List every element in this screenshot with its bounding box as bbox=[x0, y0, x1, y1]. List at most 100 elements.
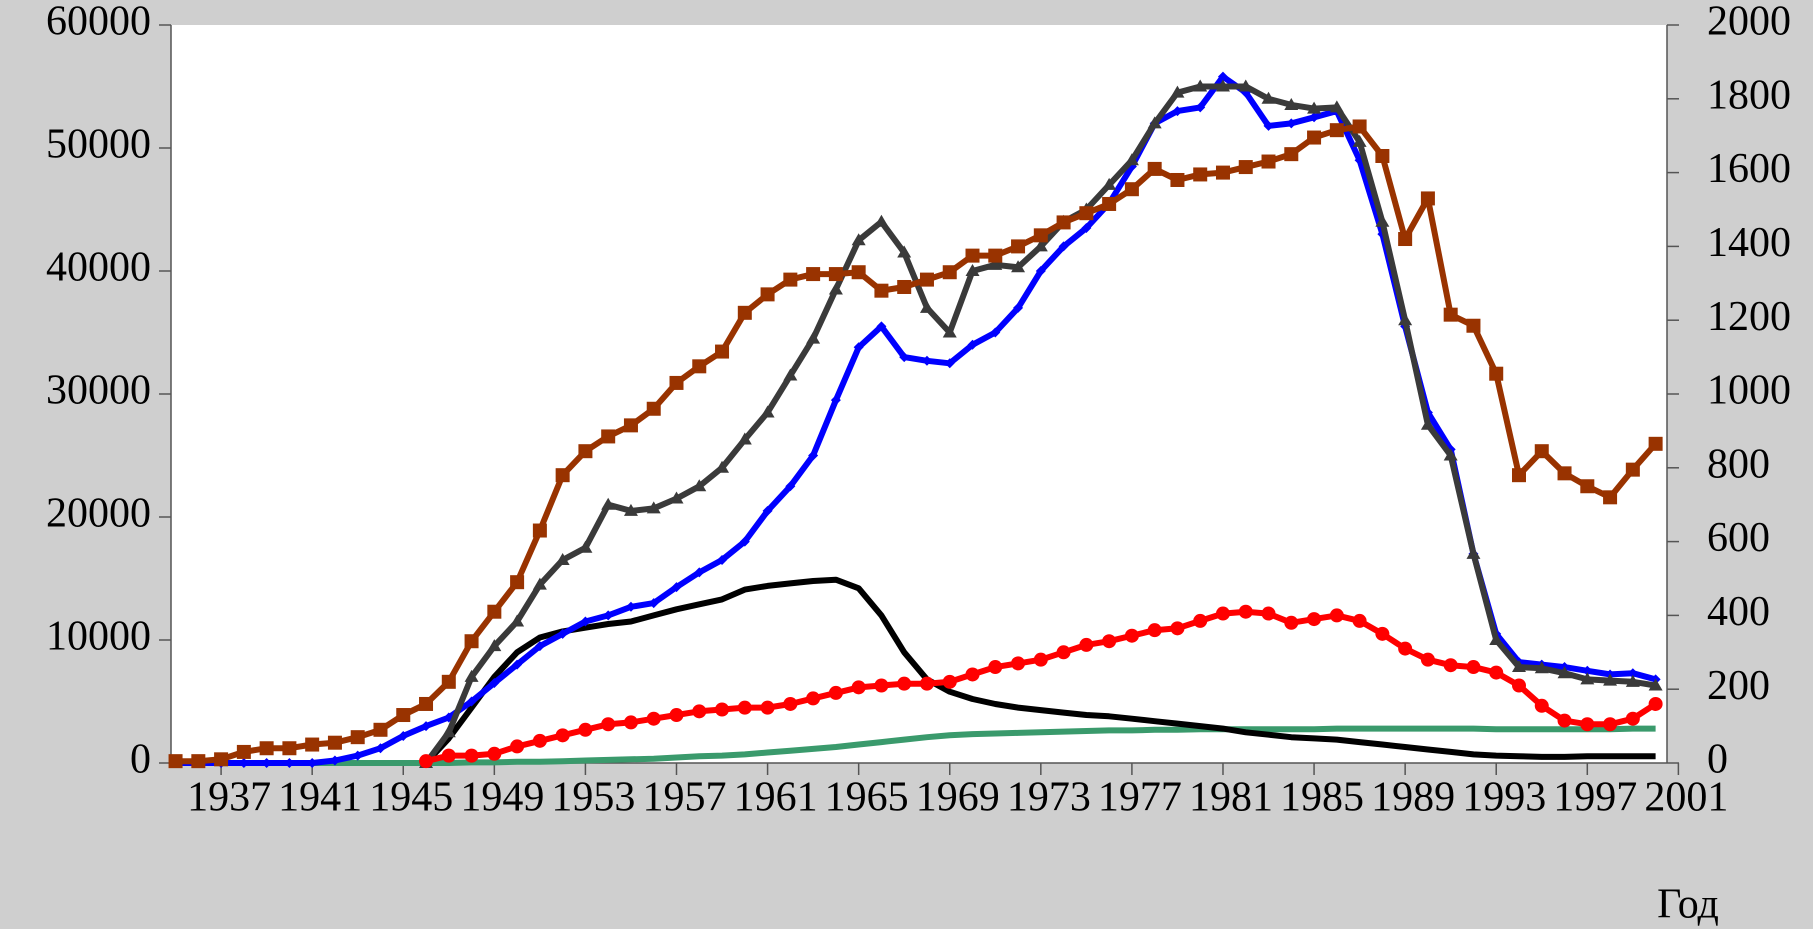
marker bbox=[669, 708, 684, 723]
marker bbox=[646, 711, 661, 726]
marker bbox=[1124, 182, 1139, 197]
marker bbox=[1195, 102, 1206, 113]
x-tick-label: 1941 bbox=[278, 775, 362, 821]
marker bbox=[919, 676, 934, 691]
marker bbox=[1286, 118, 1297, 129]
marker bbox=[1648, 696, 1663, 711]
y2-tick-label: 1400 bbox=[1707, 220, 1791, 266]
marker bbox=[1557, 466, 1572, 481]
marker bbox=[1263, 120, 1274, 131]
marker bbox=[874, 283, 889, 298]
marker bbox=[785, 481, 796, 492]
marker bbox=[921, 355, 932, 366]
marker bbox=[350, 730, 365, 745]
marker bbox=[737, 700, 752, 715]
marker bbox=[942, 265, 957, 280]
marker bbox=[623, 418, 638, 433]
marker bbox=[352, 750, 363, 761]
marker bbox=[874, 214, 889, 227]
y-tick-label: 10000 bbox=[46, 614, 151, 660]
marker bbox=[692, 704, 707, 719]
marker bbox=[1489, 366, 1504, 381]
marker bbox=[1352, 613, 1367, 628]
y2-tick-label: 400 bbox=[1707, 589, 1770, 635]
marker bbox=[487, 639, 502, 652]
marker bbox=[398, 730, 409, 741]
y2-tick-label: 1000 bbox=[1707, 368, 1791, 414]
marker bbox=[466, 696, 477, 707]
marker bbox=[1170, 85, 1185, 98]
marker bbox=[623, 715, 638, 730]
marker bbox=[1284, 615, 1299, 630]
marker bbox=[646, 501, 661, 514]
y2-tick-label: 1600 bbox=[1707, 146, 1791, 192]
x-tick-label: 1997 bbox=[1553, 775, 1637, 821]
marker bbox=[965, 264, 980, 276]
marker bbox=[1307, 130, 1322, 145]
marker bbox=[168, 754, 183, 769]
marker bbox=[1147, 116, 1162, 129]
marker bbox=[1557, 713, 1572, 728]
marker bbox=[1035, 266, 1046, 276]
marker bbox=[1398, 641, 1413, 656]
marker bbox=[1147, 623, 1162, 638]
marker bbox=[375, 743, 386, 754]
marker bbox=[717, 555, 728, 566]
y2-tick-label: 1800 bbox=[1707, 72, 1791, 118]
marker bbox=[464, 748, 479, 763]
marker bbox=[555, 728, 570, 743]
marker bbox=[1648, 678, 1663, 691]
marker bbox=[1625, 674, 1640, 687]
marker bbox=[669, 375, 684, 390]
marker bbox=[1375, 148, 1390, 163]
marker bbox=[694, 567, 705, 578]
marker bbox=[942, 674, 957, 689]
marker bbox=[441, 674, 456, 689]
x-tick-label: 1985 bbox=[1280, 775, 1364, 821]
marker bbox=[760, 700, 775, 715]
marker bbox=[578, 540, 593, 553]
marker bbox=[1215, 606, 1230, 621]
marker bbox=[1352, 119, 1367, 134]
marker bbox=[1261, 154, 1276, 169]
marker bbox=[737, 432, 752, 445]
marker bbox=[1625, 711, 1640, 726]
marker bbox=[1329, 608, 1344, 623]
x-tick-label: 1965 bbox=[825, 775, 909, 821]
x-tick-label: 1981 bbox=[1189, 775, 1273, 821]
marker bbox=[1375, 214, 1390, 227]
series-line bbox=[423, 576, 1656, 766]
marker bbox=[532, 733, 547, 748]
marker bbox=[988, 257, 1003, 270]
marker bbox=[806, 691, 821, 706]
marker bbox=[555, 468, 570, 483]
marker bbox=[1261, 606, 1276, 621]
marker bbox=[1011, 260, 1026, 273]
marker bbox=[623, 503, 638, 516]
marker bbox=[1648, 436, 1663, 451]
marker bbox=[1284, 147, 1299, 162]
marker bbox=[760, 405, 775, 418]
y2-tick-label: 600 bbox=[1707, 515, 1770, 561]
marker bbox=[1443, 448, 1458, 461]
marker bbox=[1124, 628, 1139, 643]
marker bbox=[1603, 673, 1618, 686]
marker bbox=[238, 758, 249, 768]
marker bbox=[1011, 656, 1026, 671]
marker bbox=[1420, 652, 1435, 667]
marker bbox=[1511, 468, 1526, 483]
marker bbox=[988, 248, 1003, 263]
marker bbox=[601, 429, 616, 444]
marker bbox=[919, 300, 934, 313]
marker bbox=[1534, 444, 1549, 459]
marker bbox=[851, 265, 866, 280]
y-tick-label: 40000 bbox=[46, 245, 151, 291]
marker bbox=[1033, 228, 1048, 243]
marker bbox=[419, 696, 434, 711]
marker bbox=[1011, 239, 1026, 254]
marker bbox=[1033, 239, 1048, 252]
marker bbox=[1603, 490, 1618, 505]
marker bbox=[421, 721, 432, 732]
marker bbox=[419, 754, 434, 769]
marker bbox=[1056, 215, 1071, 230]
